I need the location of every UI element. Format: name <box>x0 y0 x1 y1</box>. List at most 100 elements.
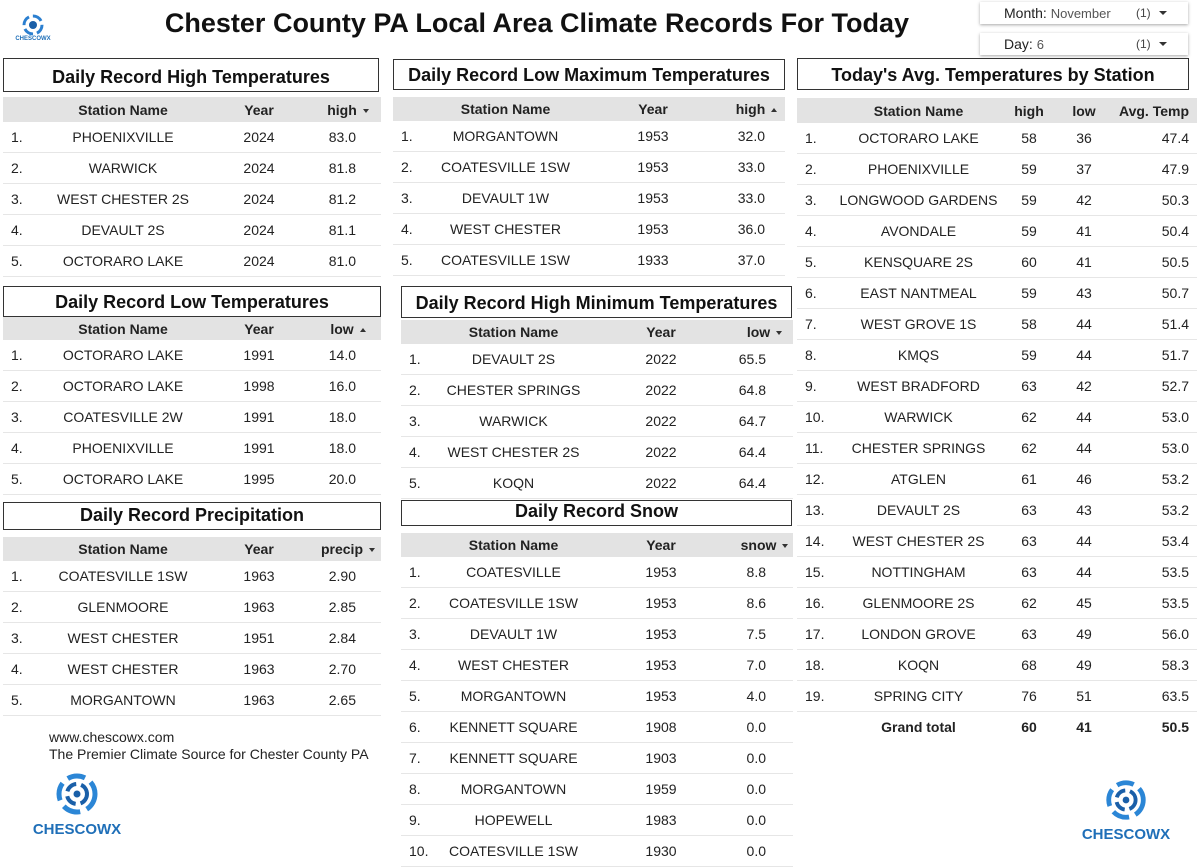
column-header: Year <box>203 102 315 118</box>
table-row: 1. OCTORARO LAKE 1991 14.0 <box>3 340 381 371</box>
rank: 16. <box>805 595 825 611</box>
table-cell: LONDON GROVE <box>861 626 976 642</box>
table-cell: 59 <box>1021 223 1037 239</box>
table-cell: 8.6 <box>746 595 766 611</box>
month-filter[interactable]: Month: November (1) <box>980 2 1188 24</box>
column-header-text: Station Name <box>78 541 168 557</box>
table-header: Station Name Year low <box>401 320 793 344</box>
total-cell: Grand total <box>881 718 956 735</box>
table-cell: WARWICK <box>884 409 953 425</box>
table-row: 9. WEST BRADFORD 63 42 52.7 <box>797 371 1197 402</box>
rank: 8. <box>409 781 421 797</box>
rank: 4. <box>401 221 413 237</box>
table-cell: 1953 <box>645 626 677 642</box>
rank: 5. <box>805 254 817 270</box>
table-cell: 53.0 <box>1161 409 1189 425</box>
table-row: 7. WEST GROVE 1S 58 44 51.4 <box>797 309 1197 340</box>
table-header: Station Name Year precip <box>3 537 381 561</box>
table-cell: 64.4 <box>738 444 766 460</box>
rank: 12. <box>805 471 825 487</box>
rank: 18. <box>805 657 825 673</box>
table-row: 4. DEVAULT 2S 2024 81.1 <box>3 215 381 246</box>
table-cell: 63 <box>1021 626 1037 642</box>
table-cell: 16.0 <box>328 378 356 394</box>
table-cell: 20.0 <box>328 471 356 487</box>
rank: 3. <box>11 191 23 207</box>
table-cell: 47.9 <box>1161 161 1189 177</box>
table-cell: 56.0 <box>1161 626 1189 642</box>
table-cell: 50.4 <box>1161 223 1189 239</box>
column-header-text: Year <box>646 324 676 340</box>
table-cell: 63 <box>1021 378 1037 394</box>
table-cell: OCTORARO LAKE <box>62 253 184 269</box>
table-cell: 81.8 <box>328 160 356 176</box>
table-cell: 1983 <box>645 812 677 828</box>
table-cell: 1953 <box>645 688 677 704</box>
table-cell: 1963 <box>243 568 275 584</box>
column-header-text: Station Name <box>468 537 559 553</box>
rank: 2. <box>11 160 23 176</box>
total-cell: 50.5 <box>1161 718 1189 735</box>
table-panel: Daily Record Snow Station Name Year snow 1. C… <box>401 500 793 867</box>
table-cell: 81.1 <box>328 222 356 238</box>
day-filter[interactable]: Day: 6 (1) <box>980 33 1188 55</box>
rank: 6. <box>805 285 817 301</box>
table-cell: 1991 <box>243 440 275 456</box>
table-row: 14. WEST CHESTER 2S 63 44 53.4 <box>797 526 1197 557</box>
table-cell: PHOENIXVILLE <box>72 129 174 145</box>
table-cell: HOPEWELL <box>474 812 553 828</box>
sort-arrow <box>362 108 369 113</box>
table-cell: OCTORARO LAKE <box>858 130 979 146</box>
table-cell: 14.0 <box>328 347 356 363</box>
rank: 3. <box>11 409 23 425</box>
table-cell: DEVAULT 2S <box>876 502 961 518</box>
table-cell: WEST CHESTER <box>450 221 561 237</box>
table-cell: MORGANTOWN <box>70 692 176 708</box>
table-cell: DEVAULT 1W <box>469 626 558 642</box>
table-cell: 2.84 <box>328 630 356 646</box>
table-row: 17. LONDON GROVE 63 49 56.0 <box>797 619 1197 650</box>
table-row: 4. AVONDALE 59 41 50.4 <box>797 216 1197 247</box>
table-cell: PHOENIXVILLE <box>72 440 174 456</box>
rank: 11. <box>805 440 824 456</box>
rank: 17. <box>805 626 825 642</box>
column-header-text: Station Name <box>78 101 168 118</box>
table-cell: 44 <box>1076 347 1092 363</box>
table-cell: 2.85 <box>328 599 356 615</box>
rank: 5. <box>11 253 23 269</box>
panel-title: Today's Avg. Temperatures by Station <box>797 58 1189 90</box>
rank: 13. <box>805 502 825 518</box>
rank: 4. <box>409 657 421 673</box>
table-cell: LONGWOOD GARDENS <box>839 192 998 208</box>
filter-count: (1) <box>1136 6 1151 20</box>
table-row: 5. COATESVILLE 1SW 1933 37.0 <box>393 245 785 276</box>
table-cell: 36.0 <box>737 221 765 237</box>
table-cell: 53.5 <box>1161 595 1189 611</box>
table-cell: 2024 <box>243 191 275 207</box>
total-cell: 41 <box>1076 718 1092 735</box>
table-cell: KENNETT SQUARE <box>449 719 578 735</box>
rank: 2. <box>409 595 421 611</box>
column-header-text: Year <box>638 101 668 117</box>
table-row: 2. COATESVILLE 1SW 1953 8.6 <box>401 588 793 619</box>
table-cell: 47.4 <box>1161 130 1189 146</box>
table-row: 6. KENNETT SQUARE 1908 0.0 <box>401 712 793 743</box>
table-cell: DEVAULT 2S <box>471 351 556 367</box>
table-cell: 1951 <box>243 630 275 646</box>
table-cell: OCTORARO LAKE <box>62 378 184 394</box>
rank: 1. <box>11 568 23 584</box>
table-row: 4. WEST CHESTER 1963 2.70 <box>3 654 381 685</box>
table-cell: 32.0 <box>737 128 765 144</box>
rank: 7. <box>409 750 421 766</box>
rank: 14. <box>805 533 825 549</box>
table-cell: 59 <box>1021 285 1037 301</box>
table-cell: 2022 <box>645 351 677 367</box>
table-cell: 53.2 <box>1161 502 1189 518</box>
table-cell: 1953 <box>645 657 677 673</box>
table-row: 4. WEST CHESTER 2S 2022 64.4 <box>401 437 793 468</box>
table-row: 5. MORGANTOWN 1963 2.65 <box>3 685 381 716</box>
table-cell: 83.0 <box>328 129 356 145</box>
table-cell: 52.7 <box>1161 378 1189 394</box>
table-cell: 59 <box>1021 161 1037 177</box>
table-cell: COATESVILLE 1SW <box>449 843 578 859</box>
